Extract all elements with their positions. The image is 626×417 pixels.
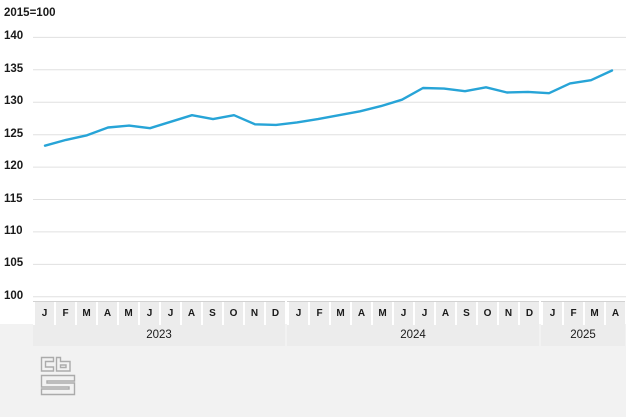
month-cell: A	[96, 302, 117, 325]
y-tick-label: 140	[4, 30, 24, 43]
month-cell: J	[541, 302, 562, 325]
month-cell: D	[518, 302, 539, 325]
logo-letter-s	[40, 374, 76, 396]
year-label: 2025	[570, 329, 596, 341]
year-label: 2023	[146, 329, 172, 341]
month-cell: J	[413, 302, 434, 325]
month-cell: M	[371, 302, 392, 325]
month-cell: S	[455, 302, 476, 325]
month-cell: F	[54, 302, 75, 325]
month-cell: M	[329, 302, 350, 325]
data-line-series	[43, 69, 614, 147]
line-chart	[33, 36, 626, 298]
month-cell: A	[604, 302, 625, 325]
y-tick-label: 110	[4, 224, 23, 237]
month-cell: M	[117, 302, 138, 325]
month-cell: M	[583, 302, 604, 325]
month-cell: D	[264, 302, 285, 325]
month-cell: S	[201, 302, 222, 325]
month-cell: F	[308, 302, 329, 325]
month-cell: N	[497, 302, 518, 325]
month-cell: A	[350, 302, 371, 325]
month-cell: M	[75, 302, 96, 325]
month-cell: F	[562, 302, 583, 325]
year-label: 2024	[400, 329, 426, 341]
month-cell: J	[138, 302, 159, 325]
logo-letter-b	[55, 356, 71, 372]
y-tick-label: 100	[4, 289, 24, 302]
year-group-2025: J F M A 2025	[541, 301, 625, 346]
y-tick-label: 130	[4, 95, 24, 108]
month-cell: N	[243, 302, 264, 325]
month-cell: O	[476, 302, 497, 325]
y-tick-label: 105	[4, 257, 24, 270]
gridlines	[33, 36, 626, 298]
month-cell: J	[33, 302, 54, 325]
month-cell: O	[222, 302, 243, 325]
y-tick-label: 125	[4, 127, 24, 140]
month-cell: A	[434, 302, 455, 325]
month-cell: J	[287, 302, 308, 325]
month-cell: A	[180, 302, 201, 325]
year-group-2024: J F M A M J J A S O N D 2024	[287, 301, 539, 346]
month-cell: J	[392, 302, 413, 325]
logo-letter-c	[40, 356, 55, 372]
year-group-2023: J F M A M J J A S O N D 2023	[33, 301, 285, 346]
unit-label: 2015=100	[4, 7, 56, 19]
month-cell: J	[159, 302, 180, 325]
y-tick-label: 115	[4, 192, 23, 205]
x-axis-strip: J F M A M J J A S O N D 2023 J F M A M J J A S O N D 2024 J F M A 2025	[33, 301, 625, 346]
cbs-logo	[40, 356, 76, 396]
y-tick-label: 120	[4, 160, 24, 173]
y-tick-label: 135	[4, 62, 24, 75]
